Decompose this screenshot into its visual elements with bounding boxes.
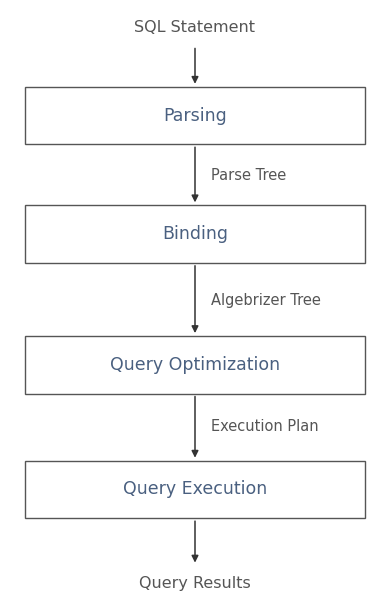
Bar [25, 206, 365, 263]
Bar [25, 461, 365, 518]
Text: Parse Tree: Parse Tree [211, 168, 286, 182]
Text: Query Optimization: Query Optimization [110, 356, 280, 374]
Text: Query Results: Query Results [139, 576, 251, 591]
Text: Query Execution: Query Execution [123, 480, 267, 499]
Text: Algebrizer Tree: Algebrizer Tree [211, 294, 321, 308]
Text: Binding: Binding [162, 225, 228, 243]
Text: Parsing: Parsing [163, 106, 227, 125]
Text: Execution Plan: Execution Plan [211, 420, 318, 434]
Bar [25, 336, 365, 394]
Bar [25, 87, 365, 145]
Text: SQL Statement: SQL Statement [135, 20, 255, 35]
